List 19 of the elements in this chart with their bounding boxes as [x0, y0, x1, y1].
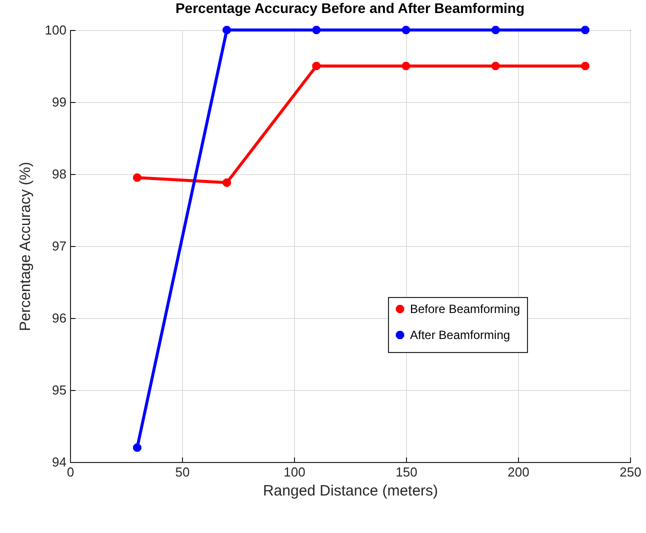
- x-tick-label: 200: [508, 464, 530, 480]
- x-tick-label: 150: [396, 464, 418, 480]
- legend-label: After Beamforming: [410, 328, 510, 342]
- y-tick-label: 97: [52, 238, 66, 254]
- point: [221, 24, 232, 36]
- x-tick-label: 50: [175, 464, 190, 480]
- y-tick-label: 100: [44, 22, 66, 38]
- y-tick-label: 96: [52, 310, 66, 326]
- chart-title: Percentage Accuracy Before and After Beamforming: [175, 0, 525, 16]
- y-tick-label: 94: [52, 454, 66, 470]
- y-tick-label: 95: [52, 382, 66, 398]
- x-tick-label: 100: [284, 464, 306, 480]
- x-axis-title: Ranged Distance (meters): [262, 482, 438, 500]
- y-tick-label: 99: [52, 94, 66, 110]
- y-tick-label: 98: [52, 166, 66, 182]
- y-axis-title: Percentage Accuracy (%): [16, 162, 34, 332]
- x-tick-label: 0: [66, 464, 74, 480]
- legend-label: Before Beamforming: [410, 302, 520, 316]
- x-tick-label: 250: [620, 464, 642, 480]
